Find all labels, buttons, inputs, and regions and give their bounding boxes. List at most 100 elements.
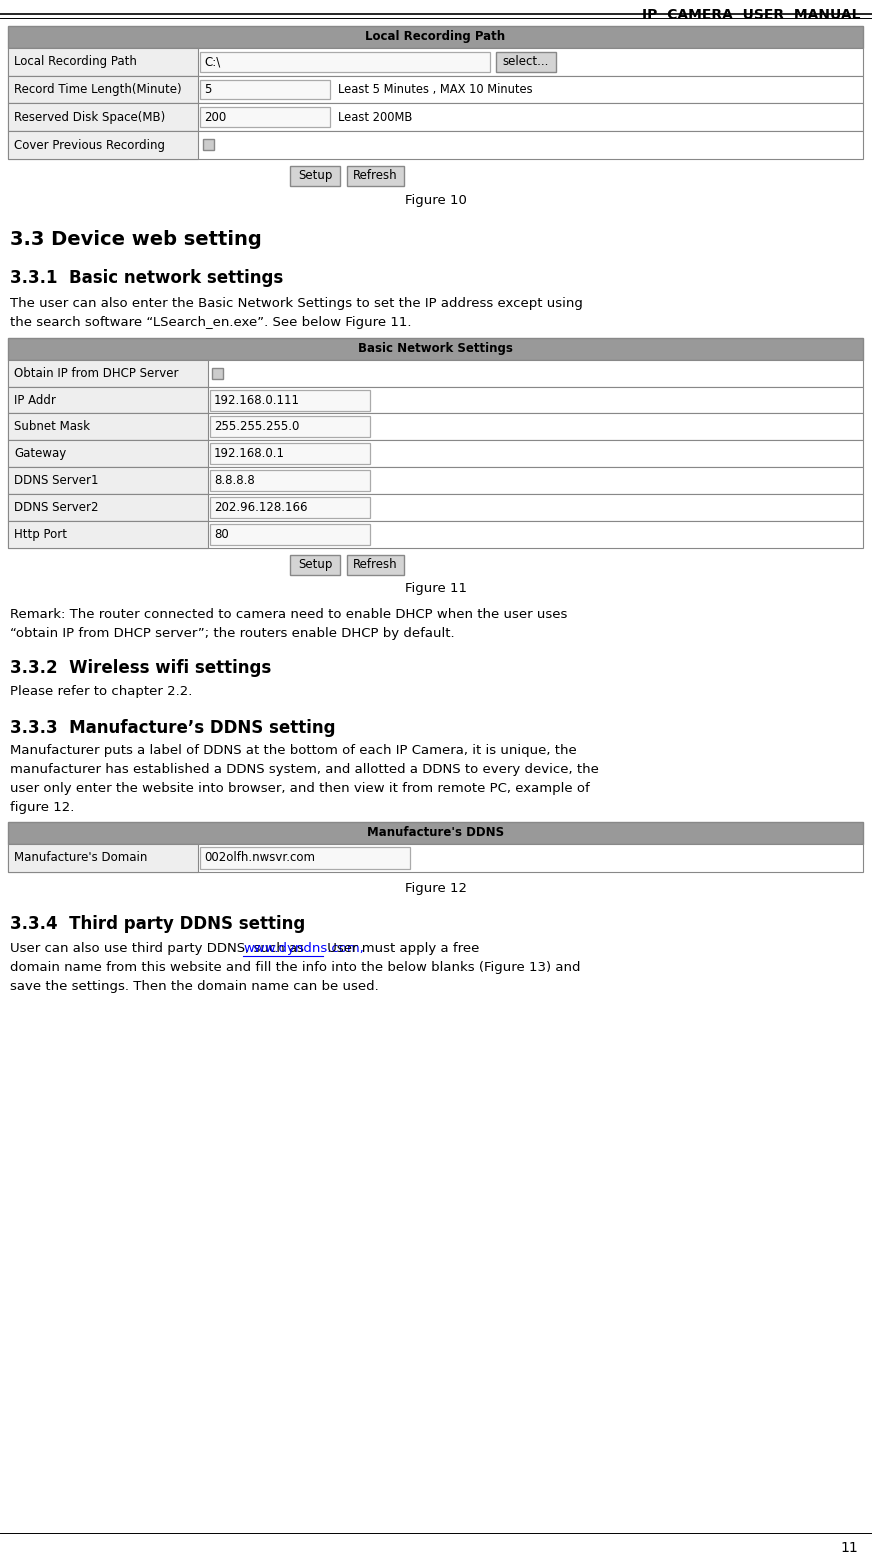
FancyBboxPatch shape xyxy=(8,822,863,843)
Text: 202.96.128.166: 202.96.128.166 xyxy=(214,501,308,513)
FancyBboxPatch shape xyxy=(200,846,410,868)
FancyBboxPatch shape xyxy=(8,521,863,548)
Text: select...: select... xyxy=(503,54,549,68)
Text: Least 5 Minutes , MAX 10 Minutes: Least 5 Minutes , MAX 10 Minutes xyxy=(338,82,533,96)
FancyBboxPatch shape xyxy=(210,496,370,518)
Text: save the settings. Then the domain name can be used.: save the settings. Then the domain name … xyxy=(10,980,378,993)
Text: 3.3 Device web setting: 3.3 Device web setting xyxy=(10,230,262,249)
Text: 192.168.0.111: 192.168.0.111 xyxy=(214,394,300,406)
Text: Manufacturer puts a label of DDNS at the bottom of each IP Camera, it is unique,: Manufacturer puts a label of DDNS at the… xyxy=(10,744,576,758)
Text: Obtain IP from DHCP Server: Obtain IP from DHCP Server xyxy=(14,367,179,380)
FancyBboxPatch shape xyxy=(8,521,208,548)
Text: 002olfh.nwsvr.com: 002olfh.nwsvr.com xyxy=(204,851,315,864)
FancyBboxPatch shape xyxy=(210,417,370,437)
FancyBboxPatch shape xyxy=(8,48,863,76)
FancyBboxPatch shape xyxy=(8,414,208,440)
Text: 3.3.4  Third party DDNS setting: 3.3.4 Third party DDNS setting xyxy=(10,915,305,934)
FancyBboxPatch shape xyxy=(8,440,208,467)
Text: Local Recording Path: Local Recording Path xyxy=(14,54,137,68)
Text: the search software “LSearch_en.exe”. See below Figure 11.: the search software “LSearch_en.exe”. Se… xyxy=(10,316,412,328)
FancyBboxPatch shape xyxy=(203,138,214,149)
Text: 192.168.0.1: 192.168.0.1 xyxy=(214,447,285,461)
Text: Local Recording Path: Local Recording Path xyxy=(365,30,506,44)
Text: 3.3.2  Wireless wifi settings: 3.3.2 Wireless wifi settings xyxy=(10,660,271,677)
Text: Least 200MB: Least 200MB xyxy=(338,110,412,124)
Text: domain name from this website and fill the info into the below blanks (Figure 13: domain name from this website and fill t… xyxy=(10,962,581,974)
FancyBboxPatch shape xyxy=(8,103,863,131)
FancyBboxPatch shape xyxy=(290,554,340,574)
FancyBboxPatch shape xyxy=(8,338,863,359)
FancyBboxPatch shape xyxy=(8,493,863,521)
FancyBboxPatch shape xyxy=(8,48,198,76)
FancyBboxPatch shape xyxy=(210,524,370,545)
Text: 3.3.3  Manufacture’s DDNS setting: 3.3.3 Manufacture’s DDNS setting xyxy=(10,719,336,736)
Text: manufacturer has established a DDNS system, and allotted a DDNS to every device,: manufacturer has established a DDNS syst… xyxy=(10,764,599,776)
Text: Refresh: Refresh xyxy=(353,559,398,571)
FancyBboxPatch shape xyxy=(8,359,208,386)
Text: Please refer to chapter 2.2.: Please refer to chapter 2.2. xyxy=(10,685,193,697)
FancyBboxPatch shape xyxy=(8,76,198,103)
FancyBboxPatch shape xyxy=(210,443,370,464)
Text: DDNS Server2: DDNS Server2 xyxy=(14,501,99,513)
Text: Subnet Mask: Subnet Mask xyxy=(14,420,90,434)
FancyBboxPatch shape xyxy=(8,131,198,159)
Text: The user can also enter the Basic Network Settings to set the IP address except : The user can also enter the Basic Networ… xyxy=(10,297,582,310)
Text: 5: 5 xyxy=(204,82,211,96)
Text: 11: 11 xyxy=(841,1540,858,1554)
FancyBboxPatch shape xyxy=(8,414,863,440)
FancyBboxPatch shape xyxy=(347,554,404,574)
Text: C:\: C:\ xyxy=(204,54,221,68)
FancyBboxPatch shape xyxy=(200,51,490,72)
Text: Remark: The router connected to camera need to enable DHCP when the user uses: Remark: The router connected to camera n… xyxy=(10,608,568,621)
FancyBboxPatch shape xyxy=(347,166,404,185)
Text: 80: 80 xyxy=(214,527,228,541)
Text: IP  CAMERA  USER  MANUAL: IP CAMERA USER MANUAL xyxy=(642,8,860,22)
Text: 3.3.1  Basic network settings: 3.3.1 Basic network settings xyxy=(10,269,283,288)
FancyBboxPatch shape xyxy=(290,166,340,185)
FancyBboxPatch shape xyxy=(8,103,198,131)
Text: 8.8.8.8: 8.8.8.8 xyxy=(214,475,255,487)
FancyBboxPatch shape xyxy=(8,386,208,414)
FancyBboxPatch shape xyxy=(8,76,863,103)
Text: 200: 200 xyxy=(204,110,226,124)
FancyBboxPatch shape xyxy=(8,493,208,521)
FancyBboxPatch shape xyxy=(212,367,223,378)
FancyBboxPatch shape xyxy=(8,843,863,871)
FancyBboxPatch shape xyxy=(8,843,198,871)
Text: DDNS Server1: DDNS Server1 xyxy=(14,475,99,487)
Text: Gateway: Gateway xyxy=(14,447,66,461)
FancyBboxPatch shape xyxy=(8,359,863,386)
Text: “obtain IP from DHCP server”; the routers enable DHCP by default.: “obtain IP from DHCP server”; the router… xyxy=(10,627,454,640)
Text: Figure 12: Figure 12 xyxy=(405,882,467,895)
Text: Cover Previous Recording: Cover Previous Recording xyxy=(14,138,165,151)
Text: figure 12.: figure 12. xyxy=(10,801,74,814)
FancyBboxPatch shape xyxy=(496,51,556,72)
Text: Figure 11: Figure 11 xyxy=(405,582,467,596)
FancyBboxPatch shape xyxy=(200,79,330,100)
FancyBboxPatch shape xyxy=(8,386,863,414)
Text: IP Addr: IP Addr xyxy=(14,394,56,406)
FancyBboxPatch shape xyxy=(210,389,370,411)
Text: Manufacture's Domain: Manufacture's Domain xyxy=(14,851,147,864)
Text: www.dyndns.com,: www.dyndns.com, xyxy=(243,943,364,955)
FancyBboxPatch shape xyxy=(200,107,330,128)
FancyBboxPatch shape xyxy=(8,467,863,493)
Text: Http Port: Http Port xyxy=(14,527,67,541)
Text: User can also use third party DDNS, such as: User can also use third party DDNS, such… xyxy=(10,943,308,955)
FancyBboxPatch shape xyxy=(8,440,863,467)
FancyBboxPatch shape xyxy=(8,467,208,493)
Text: User must apply a free: User must apply a free xyxy=(323,943,479,955)
Text: Setup: Setup xyxy=(298,559,332,571)
Text: Basic Network Settings: Basic Network Settings xyxy=(358,342,513,355)
FancyBboxPatch shape xyxy=(8,26,863,48)
Text: Manufacture's DDNS: Manufacture's DDNS xyxy=(367,826,504,839)
Text: user only enter the website into browser, and then view it from remote PC, examp: user only enter the website into browser… xyxy=(10,783,589,795)
Text: Setup: Setup xyxy=(298,170,332,182)
FancyBboxPatch shape xyxy=(8,131,863,159)
Text: Reserved Disk Space(MB): Reserved Disk Space(MB) xyxy=(14,110,166,124)
Text: Record Time Length(Minute): Record Time Length(Minute) xyxy=(14,82,181,96)
Text: 255.255.255.0: 255.255.255.0 xyxy=(214,420,299,434)
Text: Refresh: Refresh xyxy=(353,170,398,182)
FancyBboxPatch shape xyxy=(210,470,370,492)
Text: Figure 10: Figure 10 xyxy=(405,194,467,207)
